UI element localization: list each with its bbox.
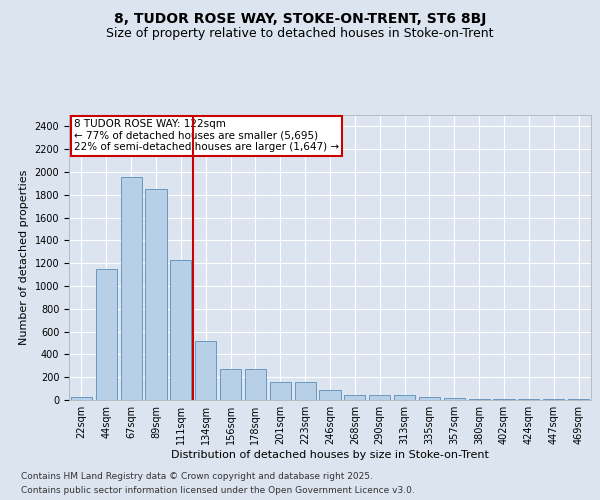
Bar bbox=[295, 382, 316, 400]
Bar bbox=[394, 396, 415, 400]
Bar bbox=[369, 396, 390, 400]
Bar bbox=[220, 369, 241, 400]
Bar bbox=[145, 189, 167, 400]
Bar bbox=[170, 260, 191, 400]
Text: 8 TUDOR ROSE WAY: 122sqm
← 77% of detached houses are smaller (5,695)
22% of sem: 8 TUDOR ROSE WAY: 122sqm ← 77% of detach… bbox=[74, 120, 340, 152]
Y-axis label: Number of detached properties: Number of detached properties bbox=[19, 170, 29, 345]
Text: Size of property relative to detached houses in Stoke-on-Trent: Size of property relative to detached ho… bbox=[106, 28, 494, 40]
Bar bbox=[344, 395, 365, 400]
Bar bbox=[319, 390, 341, 400]
Bar bbox=[419, 397, 440, 400]
Bar bbox=[195, 340, 216, 400]
Bar bbox=[444, 398, 465, 400]
Text: Contains public sector information licensed under the Open Government Licence v3: Contains public sector information licen… bbox=[21, 486, 415, 495]
Bar bbox=[121, 176, 142, 400]
Bar bbox=[71, 397, 92, 400]
Text: 8, TUDOR ROSE WAY, STOKE-ON-TRENT, ST6 8BJ: 8, TUDOR ROSE WAY, STOKE-ON-TRENT, ST6 8… bbox=[114, 12, 486, 26]
Text: Contains HM Land Registry data © Crown copyright and database right 2025.: Contains HM Land Registry data © Crown c… bbox=[21, 472, 373, 481]
Bar bbox=[245, 369, 266, 400]
Bar bbox=[270, 382, 291, 400]
X-axis label: Distribution of detached houses by size in Stoke-on-Trent: Distribution of detached houses by size … bbox=[171, 450, 489, 460]
Bar bbox=[96, 269, 117, 400]
